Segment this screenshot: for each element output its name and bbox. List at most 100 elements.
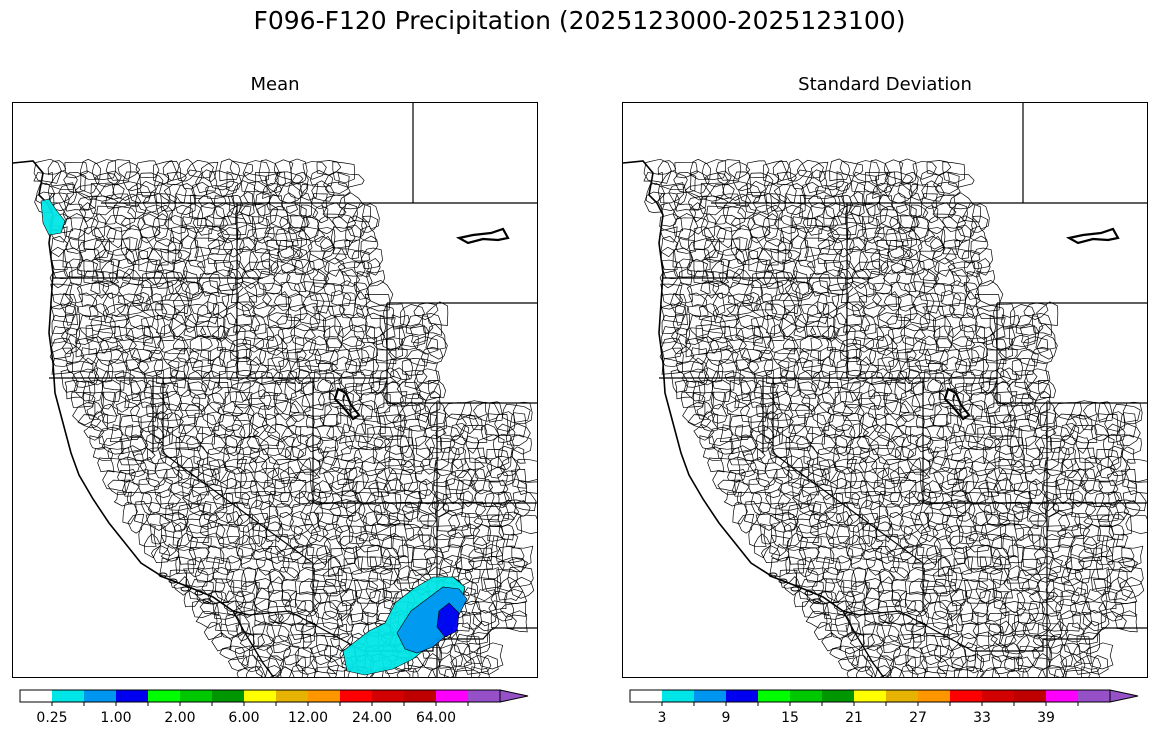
basin-boundary	[875, 521, 894, 543]
basin-boundary	[371, 358, 395, 381]
basin-boundary	[992, 380, 1014, 406]
basin-boundary	[785, 435, 812, 452]
basin-boundary	[153, 182, 171, 205]
basin-boundary	[1075, 567, 1091, 584]
basin-boundary	[1097, 401, 1113, 423]
basin-boundary	[323, 171, 350, 194]
basin-boundary	[360, 235, 379, 255]
basin-boundary	[835, 511, 854, 528]
basin-boundary	[155, 314, 174, 335]
basin-boundary	[983, 436, 1001, 451]
colorbar-tick-label: 15	[781, 710, 799, 726]
basin-boundary	[427, 665, 455, 677]
basin-boundary	[689, 170, 710, 194]
basin-boundary	[906, 349, 932, 368]
basin-boundary	[1098, 479, 1119, 496]
basin-boundary	[414, 435, 435, 460]
basin-boundary	[717, 447, 740, 460]
basin-boundary	[783, 292, 800, 315]
basin-boundary	[365, 257, 381, 276]
basin-boundary	[1002, 536, 1019, 558]
basin-boundary	[237, 513, 260, 533]
basin-boundary	[805, 426, 825, 445]
basin-boundary	[1078, 547, 1103, 563]
basin-boundary	[926, 512, 948, 532]
basin-boundary	[160, 543, 180, 562]
basin-boundary	[274, 400, 300, 421]
basin-boundary	[1092, 543, 1113, 565]
basin-boundary	[761, 545, 781, 563]
basin-boundary	[660, 283, 683, 307]
basin-boundary	[904, 425, 931, 447]
basin-boundary	[200, 521, 226, 538]
basin-boundary	[441, 446, 460, 464]
basin-boundary	[157, 261, 176, 274]
basin-boundary	[234, 480, 260, 501]
basin-boundary	[687, 414, 712, 429]
basin-boundary	[817, 312, 836, 340]
basin-boundary	[164, 501, 189, 522]
basin-boundary	[767, 433, 791, 459]
basin-boundary	[334, 248, 363, 269]
basin-boundary	[273, 181, 303, 204]
basin-boundary	[125, 314, 151, 340]
basin-boundary	[125, 325, 153, 344]
basin-boundary	[975, 578, 998, 604]
basin-boundary	[740, 468, 760, 485]
basin-boundary	[175, 556, 195, 575]
basin-boundary	[276, 246, 303, 263]
basin-boundary	[401, 358, 426, 376]
basin-boundary	[248, 412, 269, 438]
basin-boundary	[259, 348, 285, 367]
basin-boundary	[729, 379, 752, 401]
basin-boundary	[823, 424, 846, 439]
basin-boundary	[765, 303, 790, 321]
basin-boundary	[704, 172, 729, 188]
basin-boundary	[143, 370, 166, 389]
basin-boundary	[465, 435, 480, 454]
colorbar-tick-label: 39	[1037, 710, 1055, 726]
basin-boundary	[1007, 544, 1024, 564]
basin-boundary	[785, 183, 805, 205]
basin-boundary	[936, 664, 961, 677]
basin-boundary	[355, 588, 382, 604]
basin-boundary	[802, 359, 824, 380]
basin-boundary	[984, 391, 1001, 414]
basin-boundary	[197, 557, 220, 576]
basin-boundary	[170, 370, 187, 389]
basin-boundary	[965, 588, 992, 604]
basin-boundary	[1096, 456, 1116, 479]
basin-boundary	[305, 414, 325, 429]
colorbar-segment	[1014, 690, 1046, 702]
basin-boundary	[876, 240, 904, 261]
basin-boundary	[954, 239, 970, 260]
basin-boundary	[806, 257, 827, 276]
basin-boundary	[1024, 368, 1051, 395]
basin-boundary	[254, 578, 275, 600]
basin-boundary	[972, 468, 998, 491]
basin-boundary	[918, 282, 946, 302]
basin-boundary	[366, 270, 386, 287]
basin-boundary	[1024, 358, 1049, 385]
basin-boundary	[316, 545, 332, 565]
basin-boundary	[403, 510, 430, 530]
basin-boundary	[668, 183, 687, 205]
basin-boundary	[703, 238, 720, 259]
basin-boundary	[735, 314, 761, 340]
basin-boundary	[819, 170, 845, 191]
basin-boundary	[1055, 598, 1078, 620]
basin-boundary	[939, 348, 963, 371]
basin-boundary	[288, 479, 307, 499]
basin-boundary	[998, 347, 1018, 361]
basin-boundary	[817, 292, 840, 316]
basin-boundary	[258, 380, 283, 398]
basin-boundary	[848, 191, 865, 217]
basin-boundary	[858, 293, 882, 310]
basin-boundary	[50, 235, 69, 258]
basin-boundary	[985, 347, 1007, 365]
basin-boundary	[956, 215, 978, 238]
basin-boundary	[912, 160, 937, 180]
basin-boundary	[735, 325, 763, 344]
colorbar-segment	[276, 690, 308, 702]
basin-boundary	[225, 492, 251, 506]
